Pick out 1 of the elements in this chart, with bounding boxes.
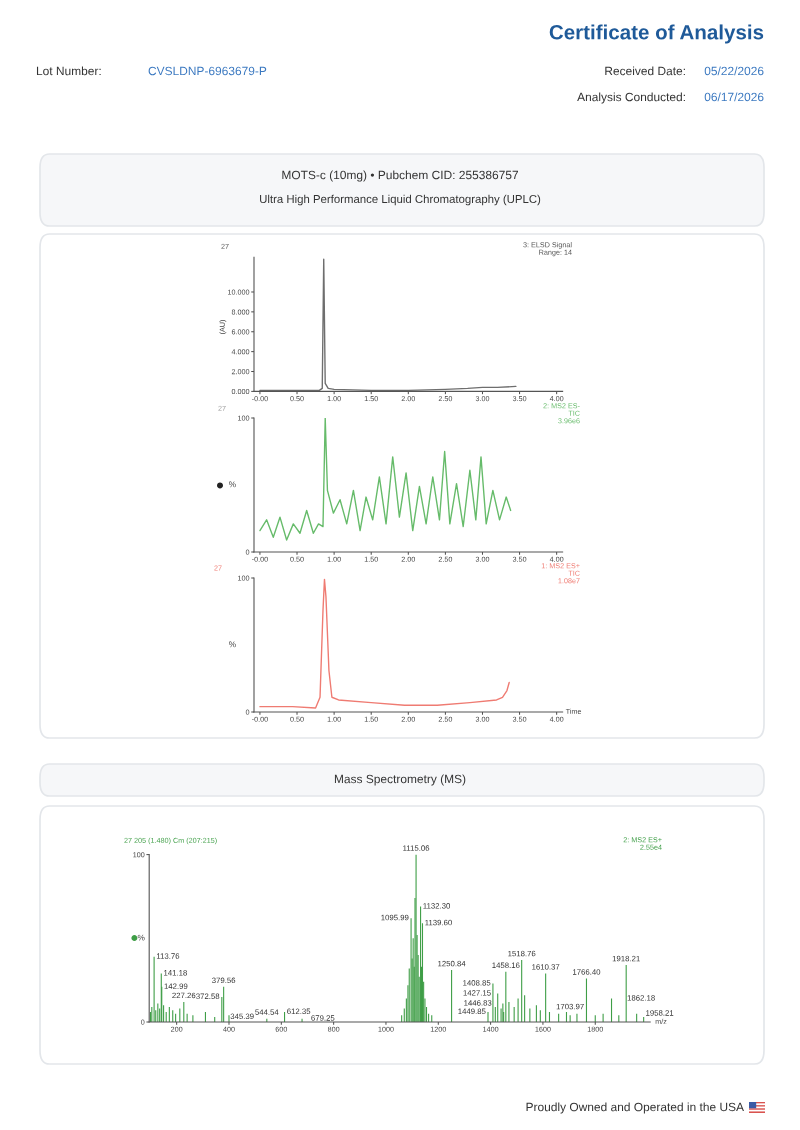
text: Certificate of Analysis <box>549 24 764 44</box>
